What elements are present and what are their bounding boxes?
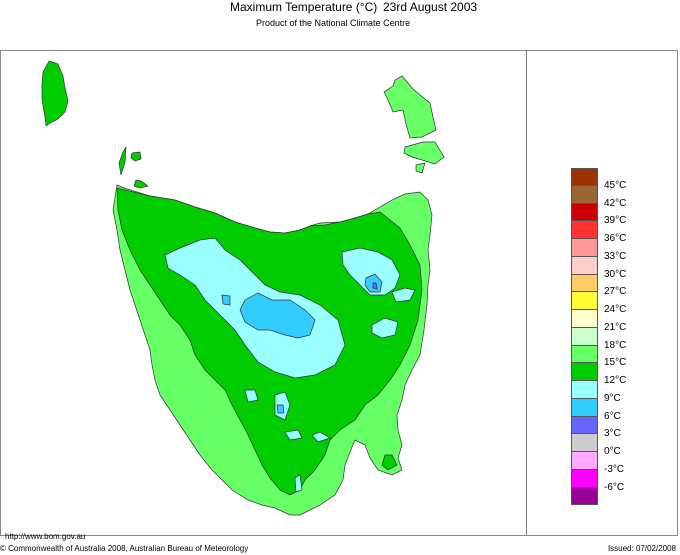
legend-band [571, 327, 598, 346]
legend-band [571, 487, 598, 506]
legend-band [571, 363, 598, 381]
copyright: © Commonwealth of Australia 2008, Austra… [0, 544, 249, 553]
legend-label: 36°C [604, 233, 627, 244]
legend-label: 27°C [604, 286, 627, 298]
legend-band [571, 168, 598, 186]
legend-band [571, 398, 598, 417]
legend-label: 33°C [604, 250, 627, 262]
title-text: Maximum Temperature (°C) [230, 0, 378, 14]
legend-label: 42°C [604, 197, 627, 209]
legend-label: 3°C [604, 428, 621, 440]
legend-label: 21°C [604, 321, 627, 333]
legend-band [571, 452, 598, 470]
legend-band [571, 221, 598, 239]
zone-3-6 [372, 282, 378, 290]
cape-barren-island [403, 141, 445, 165]
legend-band [571, 239, 598, 257]
flinders-island [383, 75, 437, 139]
legend-divider [526, 50, 527, 536]
legend-label: 12°C [604, 375, 627, 386]
legend-label: 0°C [604, 446, 621, 457]
legend-label: 9°C [604, 392, 621, 404]
legend-band [571, 256, 598, 275]
legend-label: 6°C [604, 410, 621, 422]
legend-band [571, 203, 598, 222]
zone-9-12-northeast [341, 247, 401, 296]
legend-band [571, 274, 598, 293]
legend-band [571, 469, 598, 488]
zone-6-9-central [239, 292, 316, 339]
legend-band [571, 434, 598, 452]
legend-label: 45°C [604, 179, 627, 191]
king-island [41, 60, 69, 127]
color-legend [571, 168, 598, 506]
website-url[interactable]: http://www.bom.gov.au [5, 532, 86, 541]
legend-label: 15°C [604, 357, 627, 369]
legend-label: 30°C [604, 268, 627, 280]
legend-label: 18°C [604, 339, 627, 351]
legend-label: -3°C [604, 463, 625, 475]
legend-label: -6°C [604, 481, 625, 493]
legend-band [571, 310, 598, 328]
title-date: 23rd August 2003 [383, 0, 478, 14]
legend-band [571, 345, 598, 364]
legend-band [571, 381, 598, 399]
legend-band [571, 416, 598, 435]
map-frame [0, 50, 678, 536]
legend-band [571, 292, 598, 310]
legend-label: 24°C [604, 304, 627, 315]
map-title: Maximum Temperature (°C) 23rd August 200… [0, 0, 680, 14]
subtitle: Product of the National Climate Centre [256, 18, 411, 28]
legend-label: 39°C [604, 215, 627, 227]
issued-date: Issued: 07/02/2008 [607, 544, 676, 553]
legend-band [571, 185, 598, 204]
